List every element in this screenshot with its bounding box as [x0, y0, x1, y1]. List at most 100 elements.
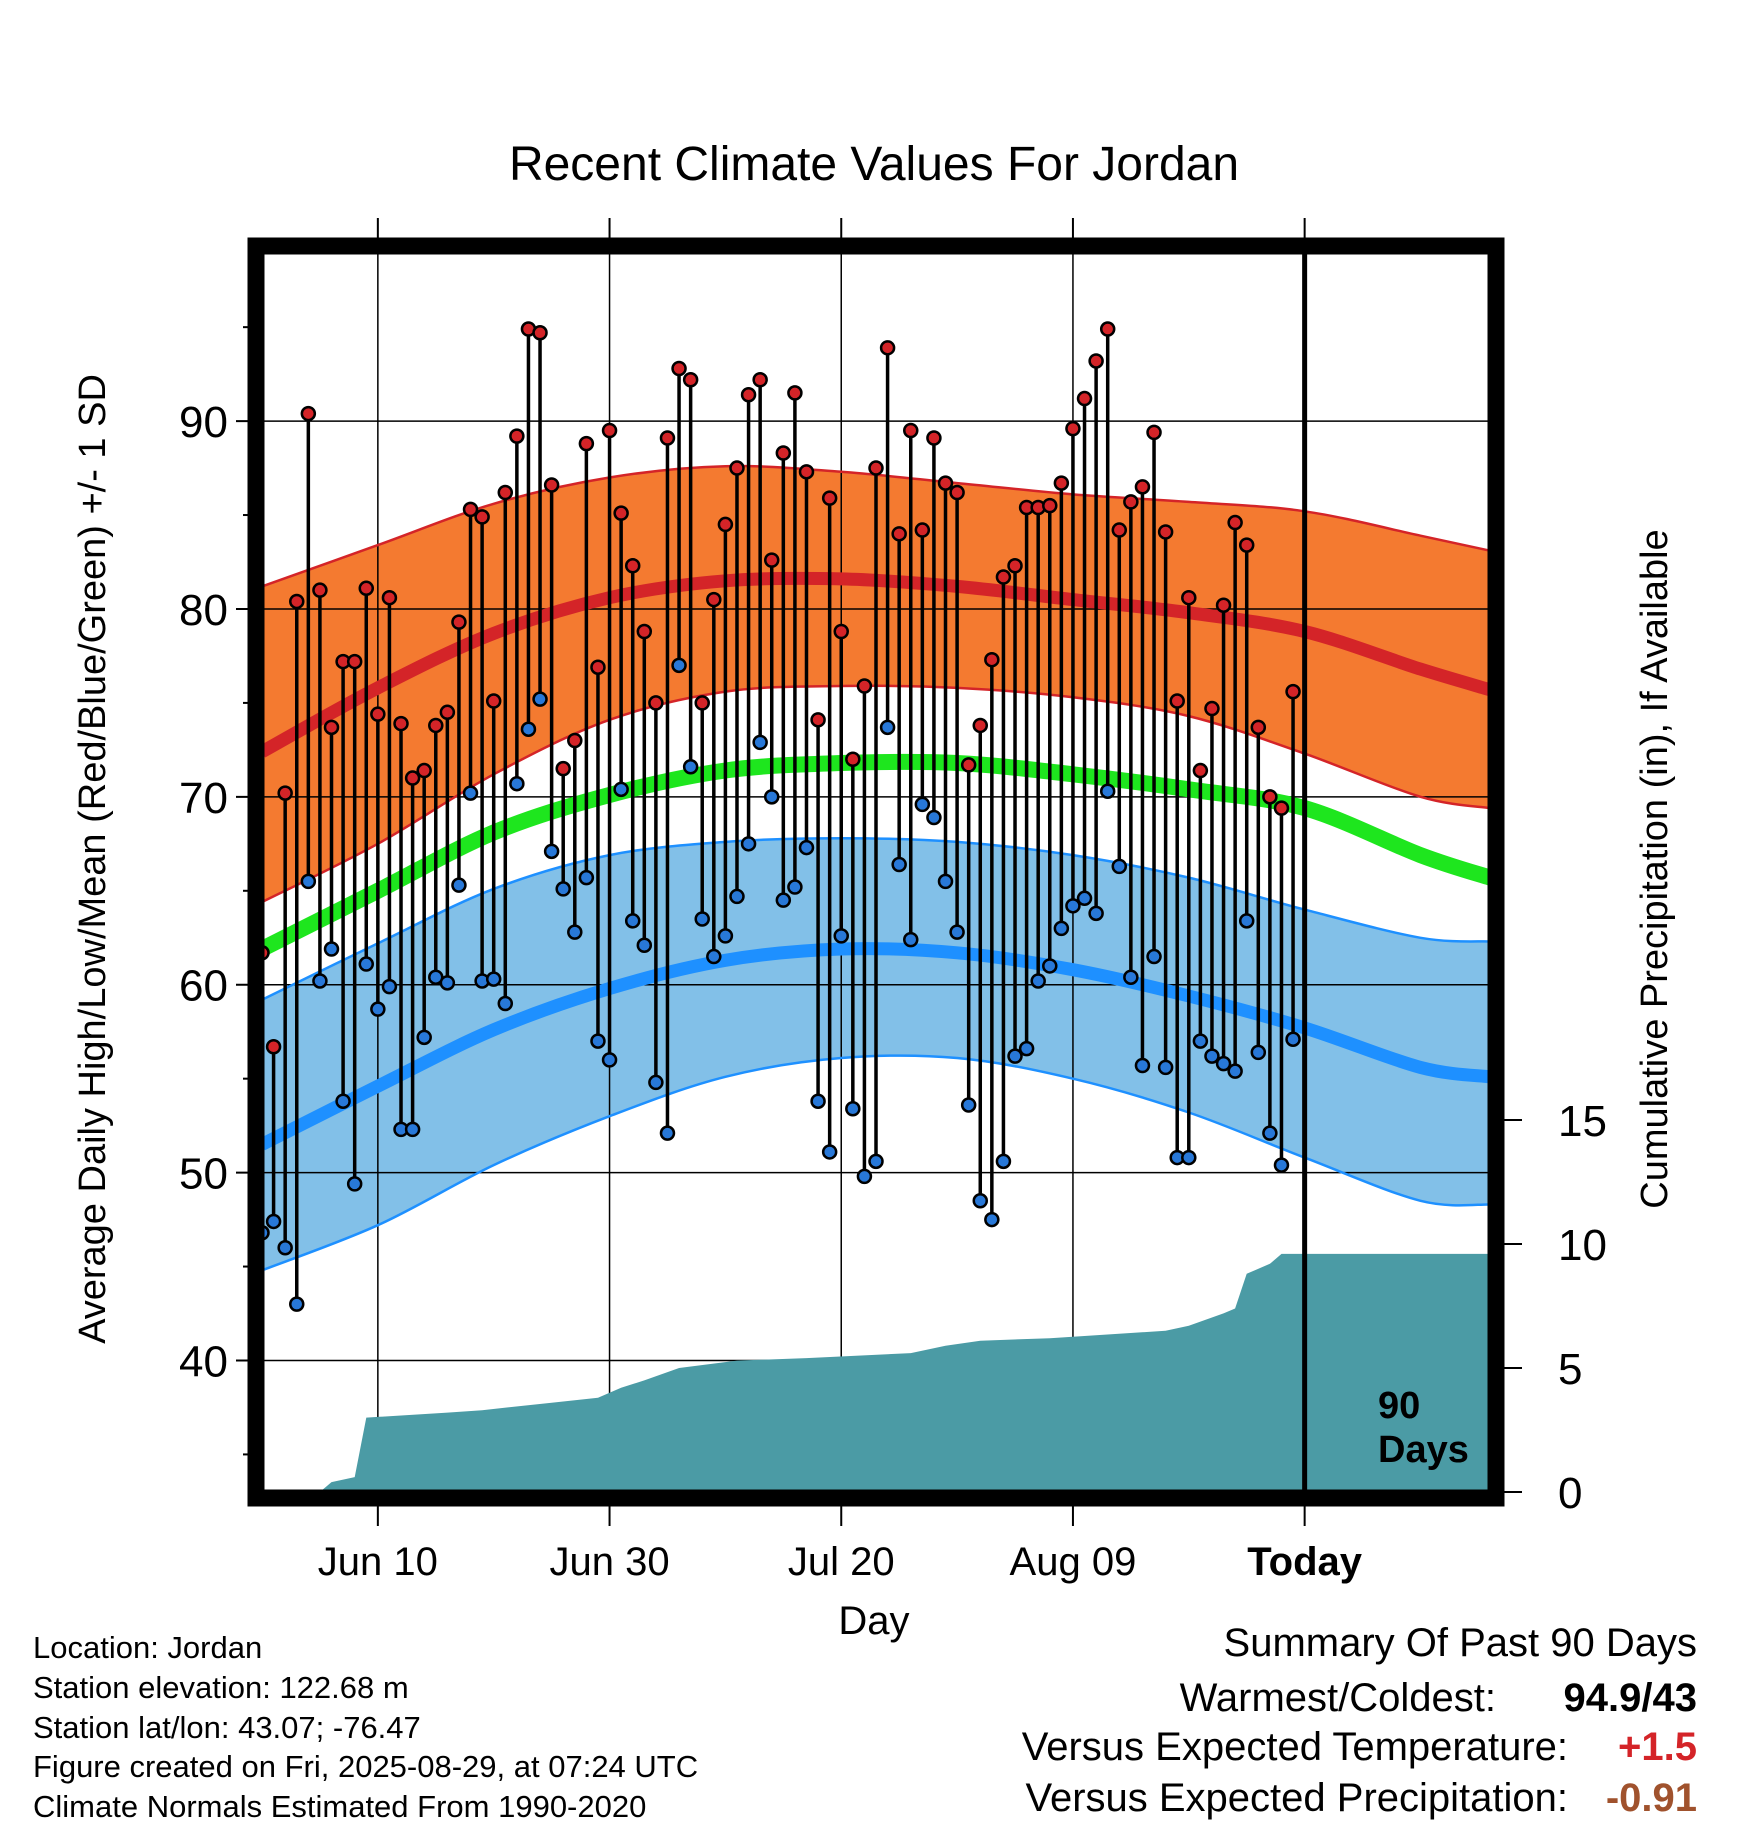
daily-high-point — [1146, 424, 1162, 441]
daily-high-point — [1273, 800, 1290, 816]
daily-low-point — [1262, 1125, 1278, 1141]
daily-low-point — [543, 843, 560, 860]
daily-high-point — [949, 484, 965, 501]
daily-high-point — [474, 509, 490, 525]
daily-low-point — [671, 657, 687, 674]
daily-high-point — [856, 678, 873, 694]
daily-high-point — [1123, 494, 1139, 510]
daily-low-point — [729, 888, 745, 905]
daily-low-point — [370, 1001, 386, 1017]
info-elevation: Station elevation: 122.68 m — [33, 1670, 409, 1705]
daily-low-point — [358, 956, 375, 972]
daily-high-point — [485, 693, 502, 709]
y-tick-label: 80 — [179, 586, 228, 635]
daily-high-point — [671, 360, 687, 377]
daily-high-point — [682, 372, 699, 388]
daily-low-point — [937, 873, 954, 890]
daily-high-point — [740, 387, 757, 403]
x-tick-label: Jun 30 — [549, 1540, 669, 1584]
daily-low-point — [694, 911, 710, 927]
daily-high-point — [428, 717, 444, 734]
daily-high-point — [960, 757, 977, 773]
daily-low-point — [833, 928, 849, 944]
daily-low-point — [1192, 1033, 1209, 1049]
daily-low-point — [960, 1097, 977, 1113]
daily-low-point — [1123, 969, 1139, 985]
y2-axis-title: Cumulative Precipitation (in), If Availa… — [1634, 529, 1676, 1208]
daily-low-point — [404, 1121, 421, 1138]
daily-high-point — [1227, 514, 1243, 531]
daily-low-point — [1018, 1040, 1035, 1057]
daily-low-point — [1215, 1055, 1232, 1072]
daily-low-point — [949, 924, 965, 940]
daily-low-point — [1181, 1149, 1197, 1166]
daily-high-point — [1111, 522, 1128, 538]
daily-high-point — [1076, 390, 1093, 407]
daily-high-point — [1285, 683, 1301, 700]
daily-low-point — [984, 1211, 1000, 1228]
daily-high-point — [914, 522, 931, 538]
daily-low-point — [497, 995, 514, 1012]
summary-precip-value: -0.91 — [1605, 1776, 1697, 1820]
daily-low-point — [1238, 913, 1255, 929]
daily-low-point — [265, 1213, 282, 1230]
daily-low-point — [787, 879, 803, 895]
daily-low-point — [740, 836, 757, 852]
daily-low-point — [1111, 858, 1128, 875]
x-tick-label: Today — [1247, 1540, 1363, 1584]
daily-high-point — [1099, 321, 1116, 337]
daily-low-point — [567, 924, 583, 940]
daily-high-point — [277, 785, 293, 801]
daily-high-point — [926, 430, 942, 446]
daily-low-point — [1065, 898, 1081, 914]
daily-low-point — [323, 941, 340, 957]
daily-high-point — [810, 712, 826, 728]
daily-low-point — [891, 856, 907, 873]
daily-high-point — [439, 704, 456, 721]
daily-high-point — [312, 582, 328, 598]
daily-high-point — [833, 623, 849, 640]
daily-high-point — [937, 475, 954, 491]
daily-low-point — [509, 775, 525, 792]
daily-high-point — [265, 1038, 282, 1055]
daily-high-point — [752, 372, 768, 388]
daily-low-point — [451, 877, 467, 893]
daily-high-point — [821, 490, 838, 506]
daily-low-point — [798, 839, 815, 856]
x-tick-label: Jun 10 — [318, 1540, 438, 1584]
daily-low-point — [763, 789, 780, 805]
daily-high-point — [613, 505, 629, 521]
daily-high-point — [787, 385, 803, 401]
daily-low-point — [682, 759, 699, 775]
daily-high-point — [404, 770, 421, 786]
daily-low-point — [1146, 948, 1162, 965]
daily-low-point — [821, 1144, 838, 1160]
daily-low-point — [1227, 1063, 1243, 1079]
daily-low-point — [879, 719, 896, 736]
summary-title: Summary Of Past 90 Days — [1223, 1621, 1697, 1665]
daily-high-point — [1204, 700, 1220, 717]
daily-low-point — [1007, 1048, 1023, 1064]
summary-temp-value: +1.5 — [1618, 1725, 1697, 1769]
daily-high-point — [972, 717, 989, 734]
summary-warmest-label: Warmest/Coldest: — [1179, 1676, 1496, 1720]
daily-low-point — [300, 873, 317, 890]
y2-tick-label: 0 — [1558, 1469, 1582, 1518]
daily-high-point — [497, 484, 514, 501]
summary-temp-label: Versus Expected Temperature: — [1021, 1725, 1568, 1769]
daily-low-point — [532, 691, 548, 707]
daily-low-point — [845, 1100, 861, 1117]
daily-low-point — [1273, 1157, 1290, 1173]
daily-low-point — [462, 785, 479, 801]
daily-low-point — [1250, 1044, 1267, 1061]
summary-warmest-value: 94.9/43 — [1563, 1676, 1697, 1720]
daily-low-point — [1042, 958, 1058, 974]
daily-low-point — [289, 1296, 305, 1312]
info-location: Location: Jordan — [33, 1630, 263, 1665]
daily-high-point — [868, 460, 884, 476]
daily-low-point — [277, 1240, 293, 1256]
daily-high-point — [903, 422, 919, 439]
daily-low-point — [613, 781, 629, 798]
daily-high-point — [845, 751, 861, 768]
